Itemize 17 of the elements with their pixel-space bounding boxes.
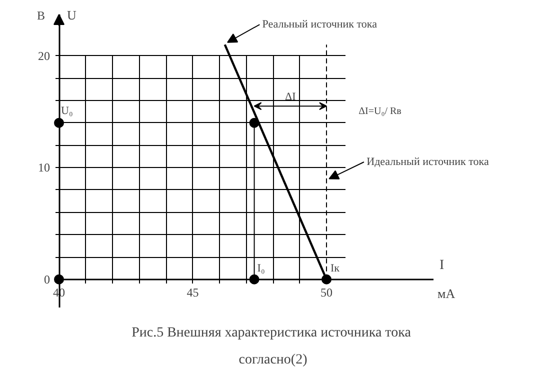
x-axis-title: I: [440, 258, 444, 273]
y-tick-label: 20: [38, 48, 50, 63]
annotation: Реальный источник тока: [262, 18, 378, 31]
annotation: ΔI=U₀/ Rв: [358, 106, 402, 118]
annotation: U₀: [61, 104, 73, 117]
y-axis-title: U: [67, 7, 77, 22]
x-tick-label: 50: [320, 285, 332, 300]
annotation: ΔI: [285, 91, 296, 104]
text: Рис.5 Внешняя характеристика источника тока согласно(2): [132, 326, 412, 368]
annotation: I₀: [257, 262, 265, 274]
annotation: Идеальный источник тока: [366, 156, 489, 168]
text: мА: [438, 286, 456, 301]
annotation: Iк: [330, 262, 340, 274]
text: В: [37, 8, 46, 22]
y-tick-label: 0: [44, 272, 50, 286]
x-tick-label: 45: [186, 285, 199, 300]
y-tick-label: 10: [38, 160, 50, 175]
